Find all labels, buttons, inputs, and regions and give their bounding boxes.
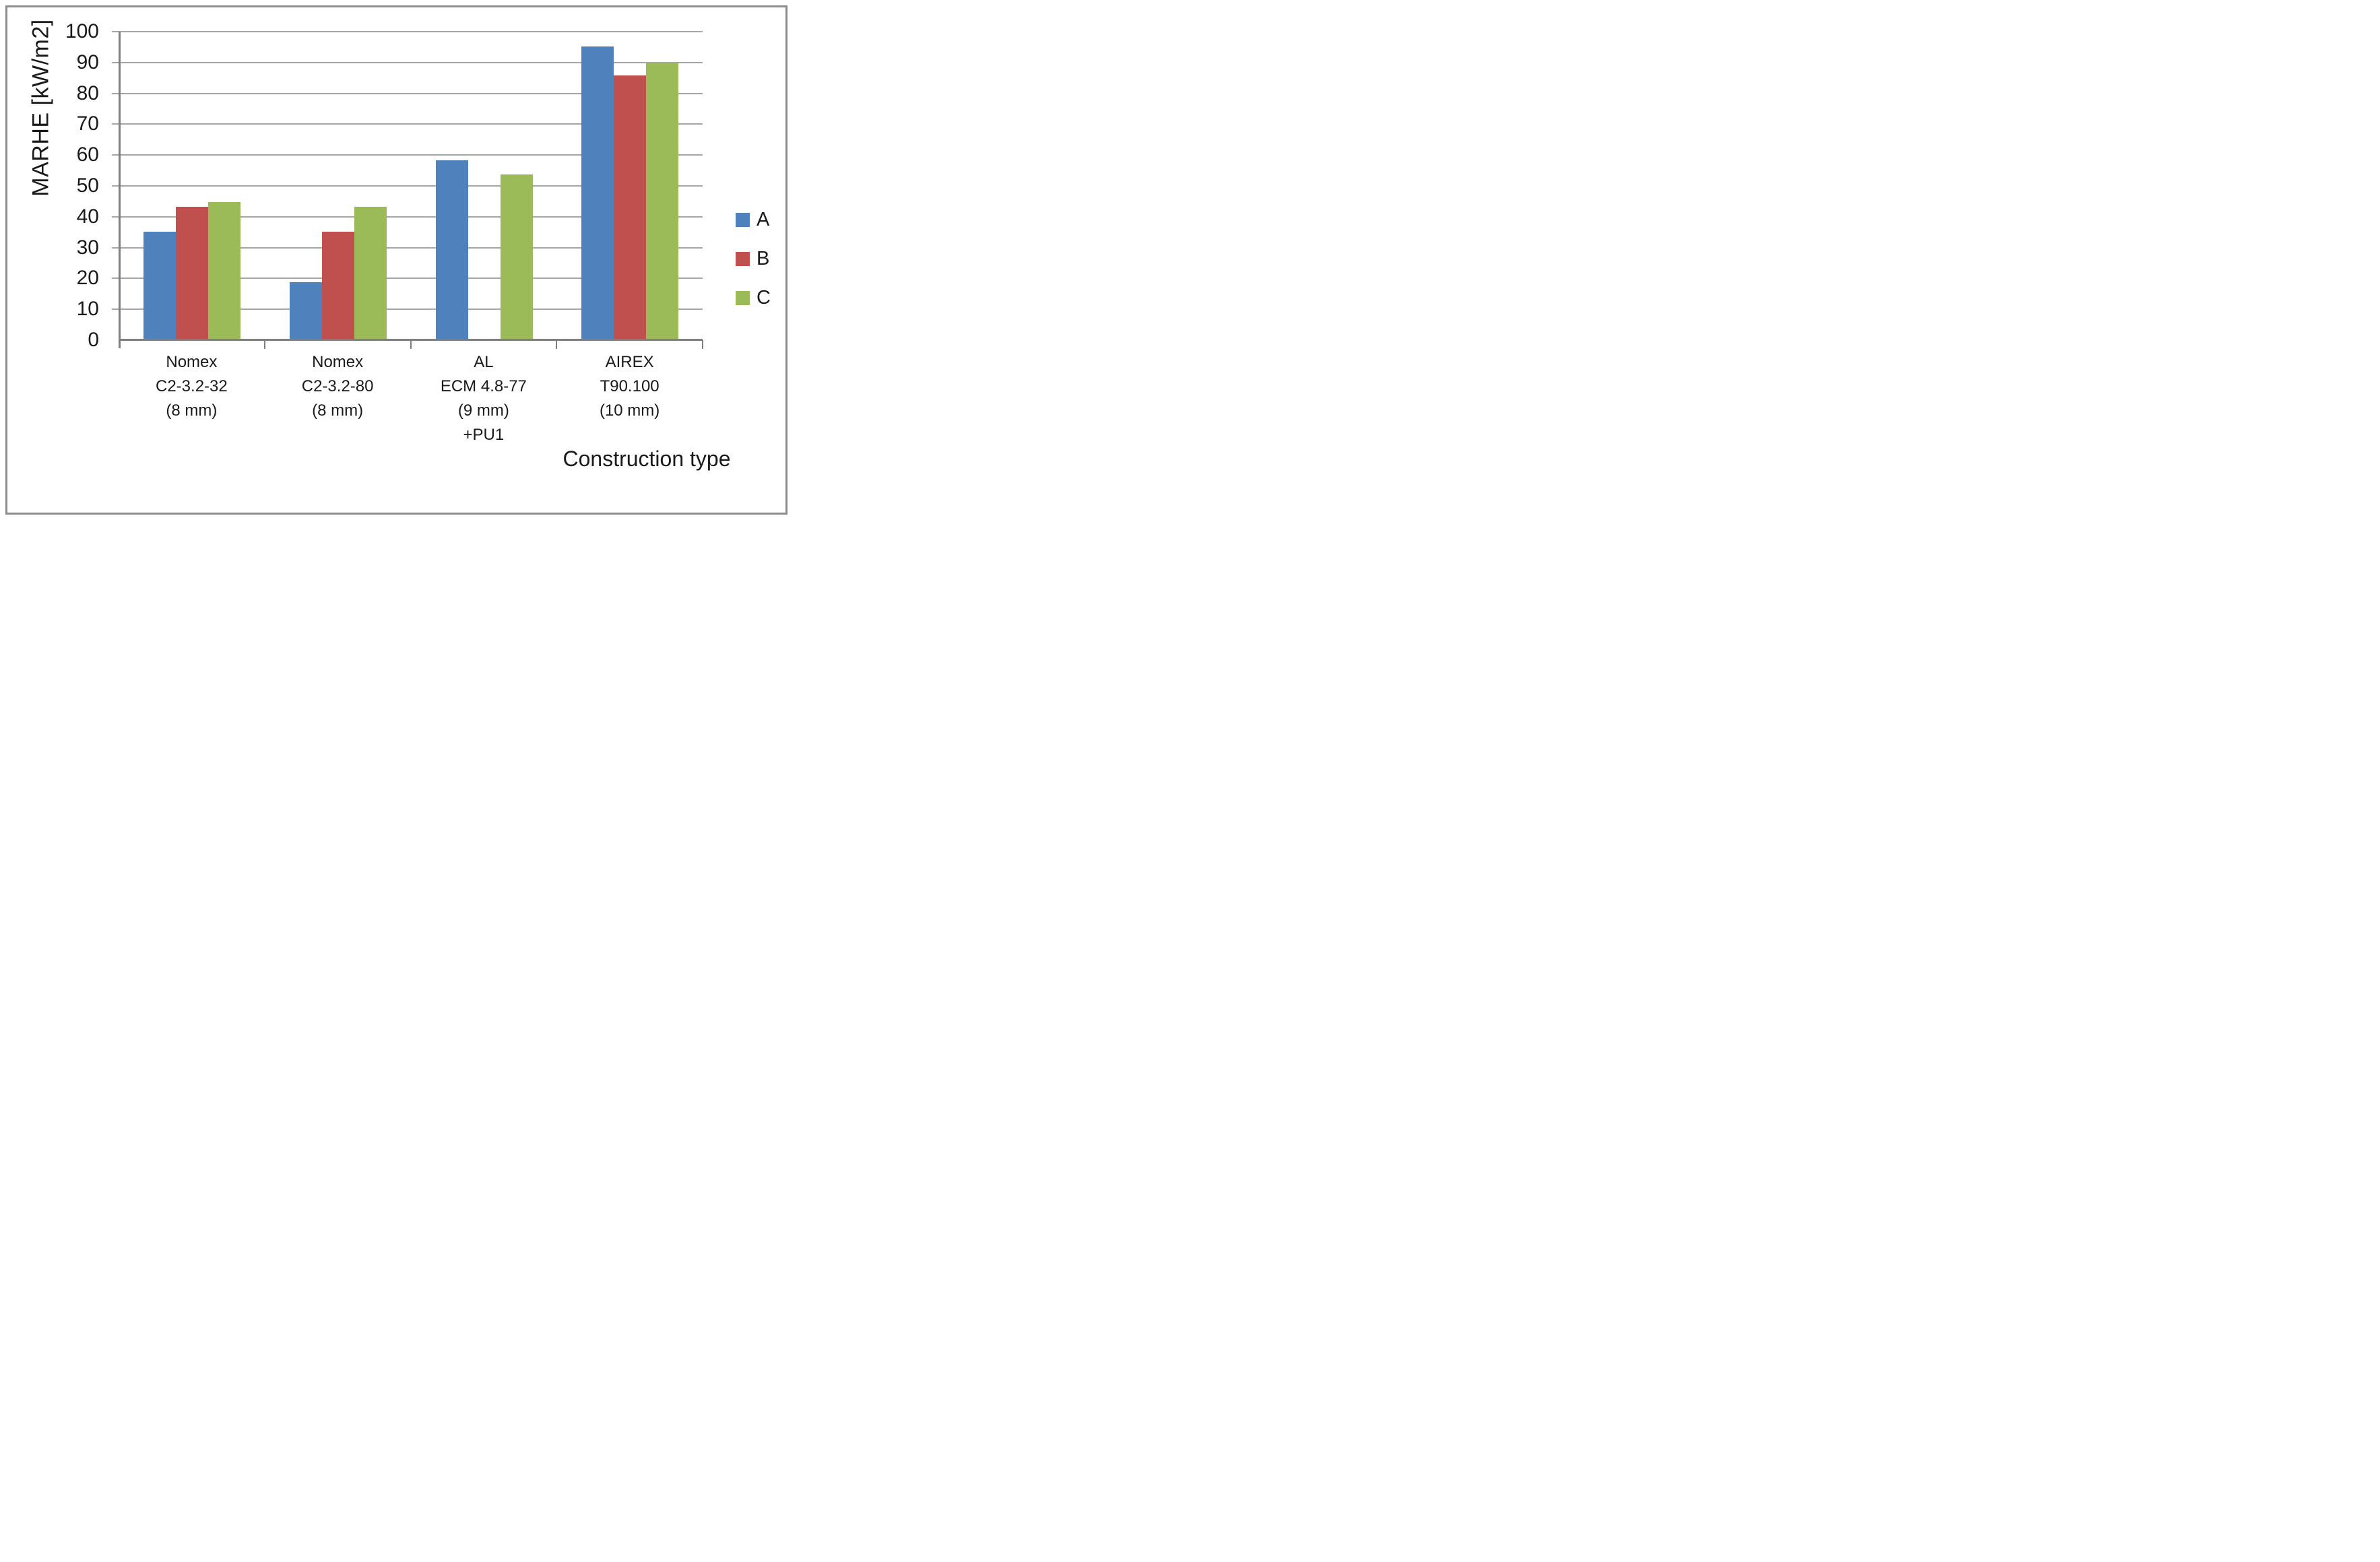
gridline-100 <box>112 31 703 32</box>
bar-C-category-4 <box>646 63 679 339</box>
x-axis-line <box>119 339 703 341</box>
gridline-40 <box>112 216 703 218</box>
category-label-line: (10 mm) <box>599 401 660 420</box>
category-label-line: +PU1 <box>463 426 505 444</box>
x-axis-tick-3 <box>556 340 558 349</box>
y-tick-label-40: 40 <box>76 205 99 228</box>
x-axis-tick-4 <box>702 340 703 349</box>
legend-label-B: B <box>757 247 770 269</box>
category-label-line: (8 mm) <box>166 401 218 420</box>
y-tick-label-30: 30 <box>76 236 99 259</box>
category-label-line: AL <box>474 353 494 371</box>
legend-item-C: C <box>736 286 771 308</box>
plot-area <box>112 31 703 349</box>
category-label-1: Nomex C2-3.2-32 (8 mm) <box>119 350 265 423</box>
bar-C-category-1 <box>208 202 240 339</box>
y-axis-line <box>119 32 121 348</box>
category-label-line: (9 mm) <box>457 401 509 420</box>
y-tick-label-20: 20 <box>76 267 99 290</box>
y-tick-label-0: 0 <box>88 329 99 351</box>
bar-B-category-2 <box>321 231 354 339</box>
bar-A-category-2 <box>289 282 322 339</box>
category-label-line: Nomex <box>166 353 218 371</box>
bar-C-category-2 <box>354 207 387 339</box>
x-axis-tick-2 <box>410 340 412 349</box>
legend-label-C: C <box>757 286 771 308</box>
gridline-60 <box>112 154 703 156</box>
category-label-4: AIREX T90.100 (10 mm) <box>556 350 703 423</box>
category-label-line: C2-3.2-80 <box>301 377 374 395</box>
y-tick-label-90: 90 <box>76 51 99 73</box>
category-label-3: AL ECM 4.8-77 (9 mm) +PU1 <box>411 350 557 447</box>
legend-item-A: A <box>736 209 771 230</box>
category-label-line: C2-3.2-32 <box>156 377 228 395</box>
legend-item-B: B <box>736 247 771 269</box>
y-tick-label-80: 80 <box>76 82 99 104</box>
y-tick-label-50: 50 <box>76 174 99 197</box>
gridline-50 <box>112 185 703 187</box>
category-label-line: T90.100 <box>600 377 660 395</box>
gridline-70 <box>112 123 703 125</box>
gridline-30 <box>112 247 703 249</box>
x-axis-title: Construction type <box>562 447 731 471</box>
legend-swatch-C <box>736 290 750 305</box>
y-tick-label-10: 10 <box>76 298 99 321</box>
category-label-line: AIREX <box>605 353 654 371</box>
y-axis-title: MARHE [kW/m2] <box>28 19 54 197</box>
legend-label-A: A <box>757 208 770 230</box>
gridline-80 <box>112 92 703 94</box>
y-tick-label-70: 70 <box>76 112 99 135</box>
category-label-2: Nomex C2-3.2-80 (8 mm) <box>265 350 411 423</box>
bar-A-category-1 <box>143 231 176 339</box>
legend-swatch-A <box>736 212 750 227</box>
gridline-90 <box>112 61 703 63</box>
legend-swatch-B <box>736 251 750 266</box>
chart-figure: MARHE [kW/m2] 100 90 80 70 60 50 40 30 20 10 0 Nom… <box>0 0 794 521</box>
gridline-10 <box>112 308 703 311</box>
category-label-line: ECM 4.8-77 <box>440 377 527 395</box>
bar-B-category-4 <box>614 75 647 339</box>
bar-A-category-3 <box>435 160 468 339</box>
bar-B-category-1 <box>176 207 208 339</box>
x-axis-tick-1 <box>263 340 265 349</box>
y-tick-label-100: 100 <box>65 20 99 42</box>
bar-A-category-4 <box>581 46 614 339</box>
gridline-20 <box>112 278 703 280</box>
y-tick-label-60: 60 <box>76 143 99 166</box>
category-label-line: (8 mm) <box>312 401 364 420</box>
category-label-line: Nomex <box>312 353 364 371</box>
bar-C-category-3 <box>500 174 533 339</box>
